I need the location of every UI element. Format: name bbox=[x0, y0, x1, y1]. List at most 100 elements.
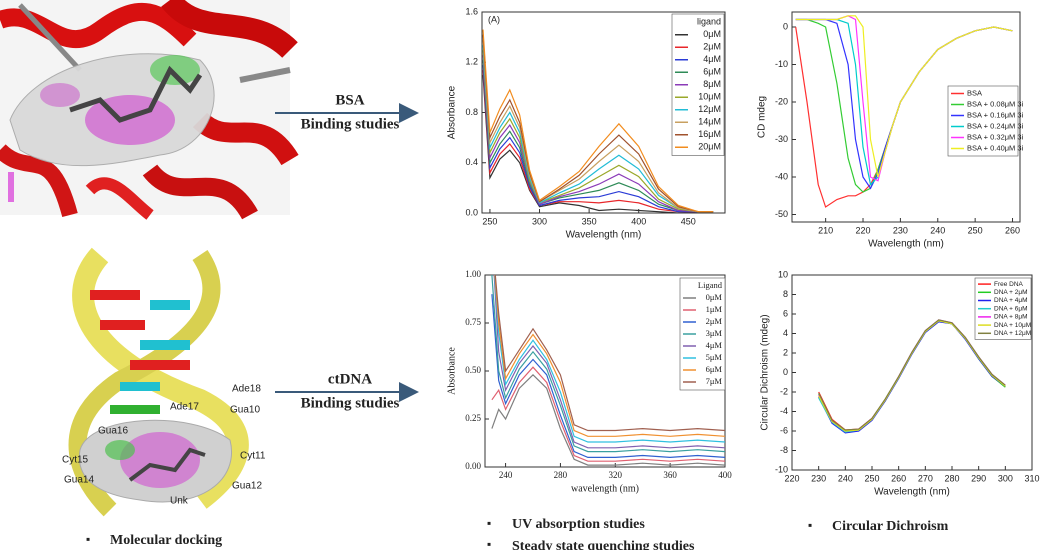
x-axis-label: Wavelength (nm) bbox=[566, 230, 642, 241]
x-axis-label: Wavelength (nm) bbox=[868, 239, 944, 250]
legend-label: Free DNA bbox=[994, 281, 1024, 288]
bullet-marker: ▪ bbox=[86, 532, 90, 546]
y-tick-label: 10 bbox=[778, 269, 788, 279]
y-tick-label: 1.00 bbox=[465, 269, 481, 279]
data-line bbox=[494, 275, 725, 432]
legend-label: 14μM bbox=[698, 117, 721, 127]
legend-label: 4μM bbox=[703, 54, 721, 64]
data-line bbox=[482, 59, 714, 213]
bullet-text: Steady state quenching studies bbox=[512, 539, 695, 550]
legend-label: BSA + 0.24μM 3i bbox=[967, 121, 1024, 130]
x-tick-label: 310 bbox=[1024, 473, 1039, 483]
data-line bbox=[482, 64, 714, 213]
bullet-marker: ▪ bbox=[808, 518, 812, 532]
data-line bbox=[482, 74, 714, 213]
y-tick-label: 0.0 bbox=[465, 207, 478, 217]
legend-box bbox=[947, 85, 1019, 157]
legend-label: 6μM bbox=[703, 67, 721, 77]
legend-title: Ligand bbox=[698, 280, 723, 290]
legend-label: DNA + 8μM bbox=[994, 314, 1028, 321]
legend-label: BSA + 0.40μM 3i bbox=[967, 143, 1024, 152]
legend-label: DNA + 10μM bbox=[994, 322, 1031, 329]
legend-label: 5μM bbox=[706, 352, 723, 362]
protein-docking-image bbox=[0, 0, 299, 220]
data-line bbox=[482, 44, 714, 213]
bullet-marker: ▪ bbox=[487, 537, 491, 550]
x-tick-label: 400 bbox=[631, 216, 646, 226]
data-line bbox=[482, 29, 714, 213]
x-axis-label: wavelength (nm) bbox=[571, 483, 639, 494]
bullet-text: Molecular docking bbox=[110, 533, 222, 548]
data-line bbox=[491, 373, 725, 466]
residue-label: Ade18 bbox=[232, 384, 261, 395]
residue-label: Gua12 bbox=[232, 481, 262, 492]
residue-label: Gua16 bbox=[98, 426, 128, 437]
legend-label: 1μM bbox=[706, 304, 723, 314]
x-tick-label: 220 bbox=[784, 473, 799, 483]
x-tick-label: 220 bbox=[856, 225, 871, 235]
x-tick-label: 300 bbox=[998, 473, 1013, 483]
chart-panel: 250 300 350 400 450 0.0 0.4 0.8 1.2 1.6 Wavelength… bbox=[447, 6, 726, 241]
x-tick-label: 250 bbox=[482, 216, 497, 226]
data-line bbox=[818, 319, 1006, 431]
y-tick-label: 1.2 bbox=[465, 57, 478, 67]
y-tick-label: -2 bbox=[780, 386, 788, 396]
data-line bbox=[491, 294, 725, 459]
residue-label: Cyt15 bbox=[62, 455, 89, 466]
x-tick-label: 280 bbox=[944, 473, 959, 483]
data-line bbox=[482, 39, 714, 213]
bullet-text: Circular Dichroism bbox=[832, 519, 949, 534]
x-tick-label: 210 bbox=[818, 225, 833, 235]
legend-label: 2μM bbox=[703, 42, 721, 52]
x-tick-label: 240 bbox=[499, 470, 513, 480]
x-tick-label: 300 bbox=[532, 216, 547, 226]
legend-label: 2μM bbox=[706, 316, 723, 326]
y-tick-label: -20 bbox=[775, 96, 788, 106]
y-tick-label: -4 bbox=[780, 406, 788, 416]
x-tick-label: 230 bbox=[893, 225, 908, 235]
bullet-text: UV absorption studies bbox=[512, 517, 645, 532]
x-tick-label: 290 bbox=[971, 473, 986, 483]
arrow-caption: Binding studies bbox=[301, 395, 400, 411]
y-tick-label: 0.00 bbox=[465, 461, 481, 471]
y-tick-label: 0.4 bbox=[465, 157, 478, 167]
y-tick-label: 2 bbox=[783, 347, 788, 357]
x-tick-label: 280 bbox=[554, 470, 568, 480]
residue-label: Gua10 bbox=[230, 405, 260, 416]
chart-panel: 210 220 230 240 250 260 0 -10 -20 -30 -40 -50 Wavele… bbox=[757, 11, 1024, 250]
x-tick-label: 260 bbox=[1005, 225, 1020, 235]
y-tick-label: 0.8 bbox=[465, 107, 478, 117]
y-tick-label: -10 bbox=[775, 59, 788, 69]
y-tick-label: 6 bbox=[783, 308, 788, 318]
y-tick-label: -40 bbox=[775, 171, 788, 181]
data-line bbox=[493, 275, 725, 449]
legend-label: BSA + 0.08μM 3i bbox=[967, 99, 1024, 108]
bullet-marker: ▪ bbox=[487, 516, 491, 530]
series-group bbox=[795, 15, 1013, 208]
legend-label: BSA + 0.16μM 3i bbox=[967, 110, 1024, 119]
y-tick-label: 1.6 bbox=[465, 6, 478, 16]
x-tick-label: 260 bbox=[891, 473, 906, 483]
legend-title: ligand bbox=[697, 17, 721, 27]
legend-label: 6μM bbox=[706, 364, 723, 374]
series-group bbox=[482, 29, 714, 213]
legend-label: 16μM bbox=[698, 129, 721, 139]
data-line bbox=[494, 275, 725, 437]
dna-docking-image: Ade18 Ade17 Gua10 Gua16 Cyt11 Cyt15 Gua1… bbox=[62, 247, 266, 517]
legend-label: 7μM bbox=[706, 376, 723, 386]
x-tick-label: 230 bbox=[811, 473, 826, 483]
legend-label: 10μM bbox=[698, 92, 721, 102]
data-line bbox=[482, 49, 714, 213]
legend-label: 8μM bbox=[703, 79, 721, 89]
x-tick-label: 240 bbox=[930, 225, 945, 235]
legend-label: DNA + 12μM bbox=[994, 330, 1031, 337]
y-tick-label: 4 bbox=[783, 328, 788, 338]
series-group bbox=[818, 319, 1006, 434]
y-tick-label: 0.75 bbox=[465, 317, 481, 327]
residue-label: Cyt11 bbox=[240, 451, 266, 462]
legend-label: 0μM bbox=[703, 29, 721, 39]
arrow-caption: Binding studies bbox=[301, 116, 400, 132]
x-tick-label: 250 bbox=[864, 473, 879, 483]
y-axis-label: CD mdeg bbox=[757, 96, 768, 138]
